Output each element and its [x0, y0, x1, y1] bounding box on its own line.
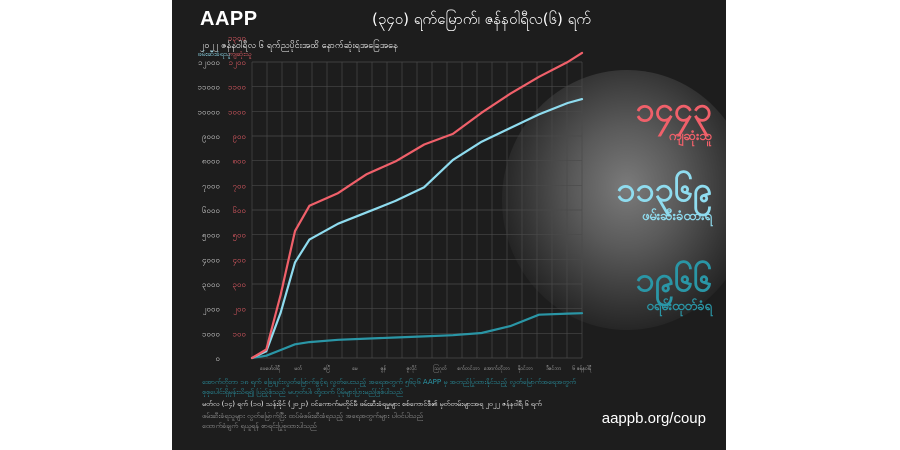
axis-header-right: ကျဆုံးသူ [228, 50, 252, 59]
y-tick-left: ၀ [216, 354, 221, 363]
axis-header-left: ဖမ်းဆီးခံရသူ [197, 50, 230, 59]
y-tick-left: ၈၀၀၀ [202, 157, 220, 166]
y-tick-right: ၂၀၀ [233, 305, 246, 316]
stat-warrants: ၁၉၆၆ ဝရမ်းထုတ်ခံရ [636, 262, 713, 316]
subline: ၂၀၂၂ ဇန်နဝါရီလ ၆ ရက်ညပိုင်းအထိ နောက်ဆုံး… [200, 41, 398, 51]
footer-line-3: မတ်လ (၁၄) ရက် (၁၀) သန်းခိုင် (၂၀၂၁) ဝင်က… [202, 400, 542, 408]
x-tick-label: ဇူလိုင် [407, 366, 418, 372]
y-tick-left: ၁၀၀၀ [202, 329, 220, 338]
x-tick-label: နိုဝင်ဘာ [517, 366, 533, 372]
y-tick-right: ၇၀၀ [233, 181, 247, 192]
x-tick-label: ဒီဇင်ဘာ [545, 366, 561, 372]
stat-warrants-label: ဝရမ်းထုတ်ခံရ [646, 299, 713, 314]
website-url[interactable]: aappb.org/coup [601, 410, 706, 427]
stat-killed-number: ၁၄၄၃ [635, 90, 713, 130]
y-tick-right: ၁၁၀၀ [228, 83, 246, 92]
x-tick-label: ၆ ဇန်နဝါရီ [572, 366, 592, 372]
x-tick-label: မေ [352, 366, 359, 372]
x-tick-label: ဖေဖော်ဝါရီ [260, 366, 281, 372]
y-tick-left: ၁၀၀၀၀ [198, 107, 221, 116]
y-tick-right: ၁၂၀၀ [229, 58, 246, 69]
y-tick-left: ၂၀၀၀ [203, 305, 220, 316]
stat-killed-label: ကျဆုံးသူ [668, 129, 712, 144]
stat-warrants-number: ၁၉၆၆ [635, 260, 713, 300]
stat-detained: ၁၁၃၆၉ ဖမ်းဆီးခံထားရ [616, 172, 712, 226]
y-tick-right: ၉၀၀ [233, 132, 247, 143]
y-tick-left: ၅၀၀၀ [202, 231, 220, 242]
series-line-0 [250, 51, 584, 360]
y-tick-right: ၅၀၀ [233, 231, 247, 242]
y-tick-left: ၇၀၀၀ [202, 181, 220, 192]
y-tick-left: ၆၀၀၀ [202, 205, 220, 215]
poster: AAPP (၃၄၀) ရက်မြောက်၊ ဇန်နဝါရီလ(၆) ရက် ၂… [172, 0, 726, 450]
x-tick-label: မတ် [294, 366, 303, 372]
series-line-2 [250, 312, 584, 360]
y-tick-right: ၁၀၀ [233, 329, 247, 338]
brand-logo: AAPP [200, 8, 258, 30]
line-chart: ဖမ်းဆီးခံရသူကျဆုံးသူ၀၁၀၀၀၂၀၀၀၃၀၀၀၄၀၀၀၅၀၀… [197, 33, 592, 372]
y-tick-right: ၁၀၀၀ [228, 107, 246, 116]
x-tick-label: ဩဂုတ် [433, 365, 448, 372]
y-tick-left: ၁၂၀၀၀ [198, 58, 220, 69]
stat-killed: ၁၄၄၃ ကျဆုံးသူ [636, 92, 713, 146]
y-tick-right: ၁၃၀၀ [228, 33, 246, 44]
x-tick-label: ဧပြီ [323, 365, 330, 372]
footer-line-5: ထောက်ခံချက် ရယူရန် စာရင်းပြုစုထားပါသည် [202, 422, 317, 430]
y-tick-left: ၄၀၀၀ [202, 255, 220, 266]
y-tick-left: ၁၁၀၀၀ [198, 83, 221, 92]
x-tick-label: ဇွန် [380, 366, 386, 372]
y-tick-right: ၈၀၀ [232, 157, 246, 166]
y-tick-left: ၃၀၀၀ [202, 280, 220, 291]
x-tick-label: အောက်တိုဘာ [484, 366, 510, 372]
stat-detained-label: ဖမ်းဆီးခံထားရ [641, 209, 712, 224]
footer-line-1: အောက်တိုဘာ ၁၈ ရက် ခြေချင်းလွတ်မြောက်ခွင့… [202, 378, 576, 386]
x-tick-label: စက်တင်ဘာ [457, 366, 479, 372]
stat-detained-number: ၁၁၃၆၉ [616, 170, 712, 210]
y-tick-right: ၄၀၀ [233, 255, 247, 266]
y-tick-right: ၃၀၀ [233, 280, 247, 291]
series-line-1 [250, 97, 584, 360]
headline: (၃၄၀) ရက်မြောက်၊ ဇန်နဝါရီလ(၆) ရက် [372, 10, 591, 28]
y-tick-left: ၉၀၀၀ [202, 132, 220, 143]
y-tick-right: ၆၀၀ [233, 205, 247, 215]
footer-line-4: ဖမ်းဆီးခံရသူများ လွတ်မြောက်ပြီး ထပ်မံဖမ်… [202, 412, 424, 420]
footer-line-2: စုစုပေါင်းရှိမှန်းသိရ၍ ပြည့်စုံသည် မဟုတ်… [202, 388, 403, 396]
